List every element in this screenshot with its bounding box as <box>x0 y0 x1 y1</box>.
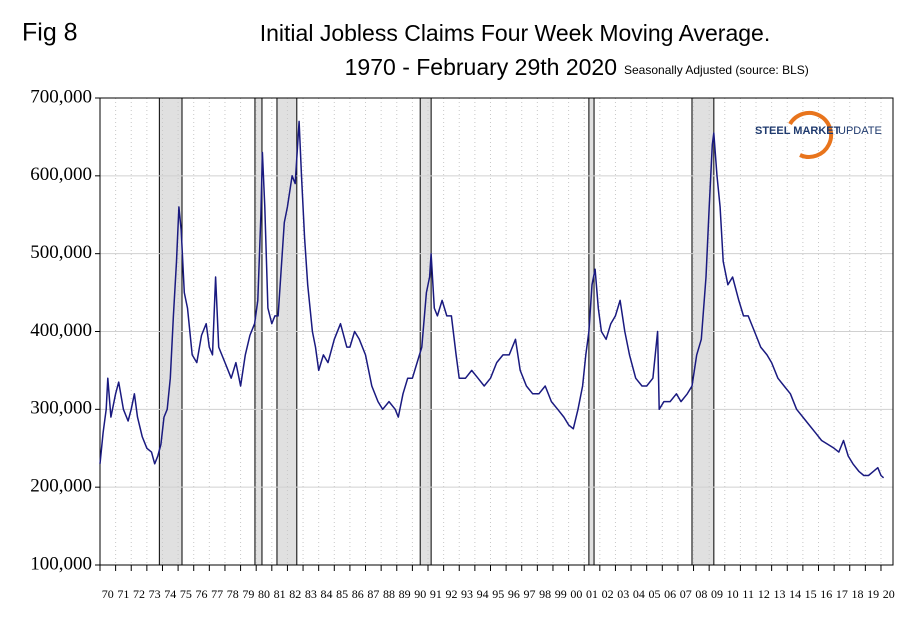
x-tick-label: 81 <box>274 587 286 601</box>
chart-title: Initial Jobless Claims Four Week Moving … <box>260 20 770 46</box>
x-tick-label: 80 <box>258 587 270 601</box>
x-tick-label: 01 <box>586 587 598 601</box>
x-tick-label: 86 <box>352 587 364 601</box>
x-tick-label: 78 <box>227 587 239 601</box>
data-line <box>99 120 885 479</box>
x-tick-label: 90 <box>414 587 426 601</box>
y-tick-label: 500,000 <box>30 242 92 263</box>
x-tick-label: 73 <box>149 587 161 601</box>
x-tick-label: 75 <box>180 587 192 601</box>
x-tick-label: 88 <box>383 587 395 601</box>
x-tick-label: 16 <box>820 587 832 601</box>
x-tick-label: 70 <box>102 587 114 601</box>
x-tick-label: 15 <box>805 587 817 601</box>
x-tick-label: 77 <box>211 587 223 601</box>
y-tick-label: 300,000 <box>30 398 92 419</box>
x-tick-label: 07 <box>680 587 692 601</box>
plot-frame <box>99 97 894 566</box>
x-tick-label: 02 <box>602 587 614 601</box>
x-tick-label: 08 <box>695 587 707 601</box>
y-tick-label: 700,000 <box>30 86 92 107</box>
x-tick-label: 91 <box>430 587 442 601</box>
chart-note: Seasonally Adjusted (source: BLS) <box>624 63 809 77</box>
x-tick-label: 18 <box>852 587 864 601</box>
x-tick-label: 14 <box>789 587 801 601</box>
y-tick-label: 200,000 <box>30 476 92 497</box>
x-tick-label: 98 <box>539 587 551 601</box>
logo-bold: STEEL MARKET <box>755 125 841 137</box>
x-tick-label: 93 <box>461 587 473 601</box>
logo-arc <box>788 110 834 159</box>
x-tick-label: 85 <box>336 587 348 601</box>
y-tick-label: 600,000 <box>30 164 92 185</box>
logo-light: UPDATE <box>838 125 882 137</box>
x-tick-label: 06 <box>664 587 676 601</box>
x-tick-label: 95 <box>492 587 504 601</box>
x-tick-label: 10 <box>727 587 739 601</box>
x-tick-label: 97 <box>524 587 536 601</box>
x-tick-label: 00 <box>570 587 582 601</box>
x-tick-label: 20 <box>883 587 895 601</box>
x-tick-label: 83 <box>305 587 317 601</box>
x-tick-label: 72 <box>133 587 145 601</box>
x-tick-label: 94 <box>477 587 489 601</box>
x-tick-label: 13 <box>773 587 785 601</box>
x-tick-label: 96 <box>508 587 520 601</box>
x-tick-label: 17 <box>836 587 848 601</box>
x-tick-label: 79 <box>242 587 254 601</box>
x-tick-label: 03 <box>617 587 629 601</box>
x-tick-label: 82 <box>289 587 301 601</box>
x-tick-label: 12 <box>758 587 770 601</box>
figure-label: Fig 8 <box>22 19 78 47</box>
x-tick-label: 74 <box>164 587 176 601</box>
x-tick-label: 99 <box>555 587 567 601</box>
x-tick-label: 04 <box>633 587 645 601</box>
x-tick-label: 87 <box>367 587 379 601</box>
logo: STEEL MARKET UPDATE <box>755 110 882 159</box>
x-tick-label: 09 <box>711 587 723 601</box>
y-tick-label: 400,000 <box>30 320 92 341</box>
chart-subtitle: 1970 - February 29th 2020 <box>345 54 617 80</box>
x-tick-label: 05 <box>648 587 660 601</box>
x-tick-label: 71 <box>117 587 129 601</box>
x-tick-label: 11 <box>742 587 754 601</box>
x-tick-label: 89 <box>399 587 411 601</box>
x-tick-label: 76 <box>196 587 208 601</box>
x-tick-label: 19 <box>867 587 879 601</box>
y-tick-label: 100,000 <box>30 553 92 574</box>
x-tick-label: 84 <box>320 587 332 601</box>
x-tick-label: 92 <box>445 587 457 601</box>
